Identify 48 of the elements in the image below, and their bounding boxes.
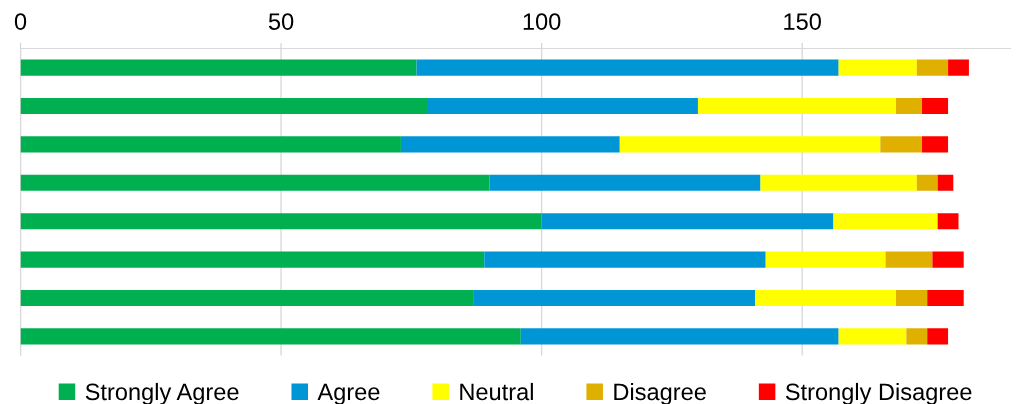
bar bbox=[520, 328, 839, 345]
bar bbox=[937, 174, 954, 191]
bar bbox=[922, 136, 949, 153]
bar bbox=[906, 328, 928, 345]
bar bbox=[20, 289, 474, 307]
legend-label: Strongly Disagree bbox=[785, 382, 972, 404]
bar bbox=[895, 97, 923, 115]
legend-label: Neutral bbox=[460, 382, 533, 401]
bar bbox=[400, 136, 620, 153]
bar bbox=[916, 59, 949, 76]
bar bbox=[697, 97, 896, 115]
bar bbox=[937, 213, 959, 230]
bar bbox=[885, 251, 933, 268]
bar bbox=[927, 328, 949, 345]
bar bbox=[880, 136, 923, 153]
legend-label: Agree bbox=[317, 383, 380, 404]
bar bbox=[927, 289, 964, 307]
bar bbox=[484, 251, 766, 268]
bar bbox=[489, 174, 761, 191]
bar bbox=[932, 251, 964, 268]
bar bbox=[755, 289, 896, 307]
bar bbox=[473, 289, 756, 307]
bar bbox=[838, 328, 907, 345]
bar bbox=[20, 59, 417, 76]
bar bbox=[760, 174, 917, 191]
bar bbox=[20, 328, 521, 345]
bar bbox=[20, 251, 485, 268]
bar bbox=[765, 251, 886, 268]
legend-label: Strongly Agree bbox=[85, 382, 239, 404]
x-tick-label: 150 bbox=[784, 13, 821, 30]
bar bbox=[426, 97, 698, 115]
legend-label: Disagree bbox=[614, 382, 706, 404]
bar bbox=[916, 174, 938, 191]
bar bbox=[619, 136, 881, 153]
bar bbox=[20, 97, 427, 115]
bar bbox=[541, 213, 834, 230]
bar bbox=[20, 174, 490, 191]
x-tick-label: 100 bbox=[523, 13, 561, 30]
x-tick-label: 0 bbox=[14, 13, 27, 30]
bar bbox=[895, 289, 928, 307]
bar bbox=[922, 97, 949, 115]
bar bbox=[838, 59, 917, 76]
bar bbox=[416, 59, 839, 76]
bar bbox=[20, 213, 542, 230]
bar bbox=[20, 136, 401, 153]
x-tick-label: 50 bbox=[268, 13, 294, 30]
bar bbox=[833, 213, 938, 230]
bar bbox=[948, 59, 969, 76]
